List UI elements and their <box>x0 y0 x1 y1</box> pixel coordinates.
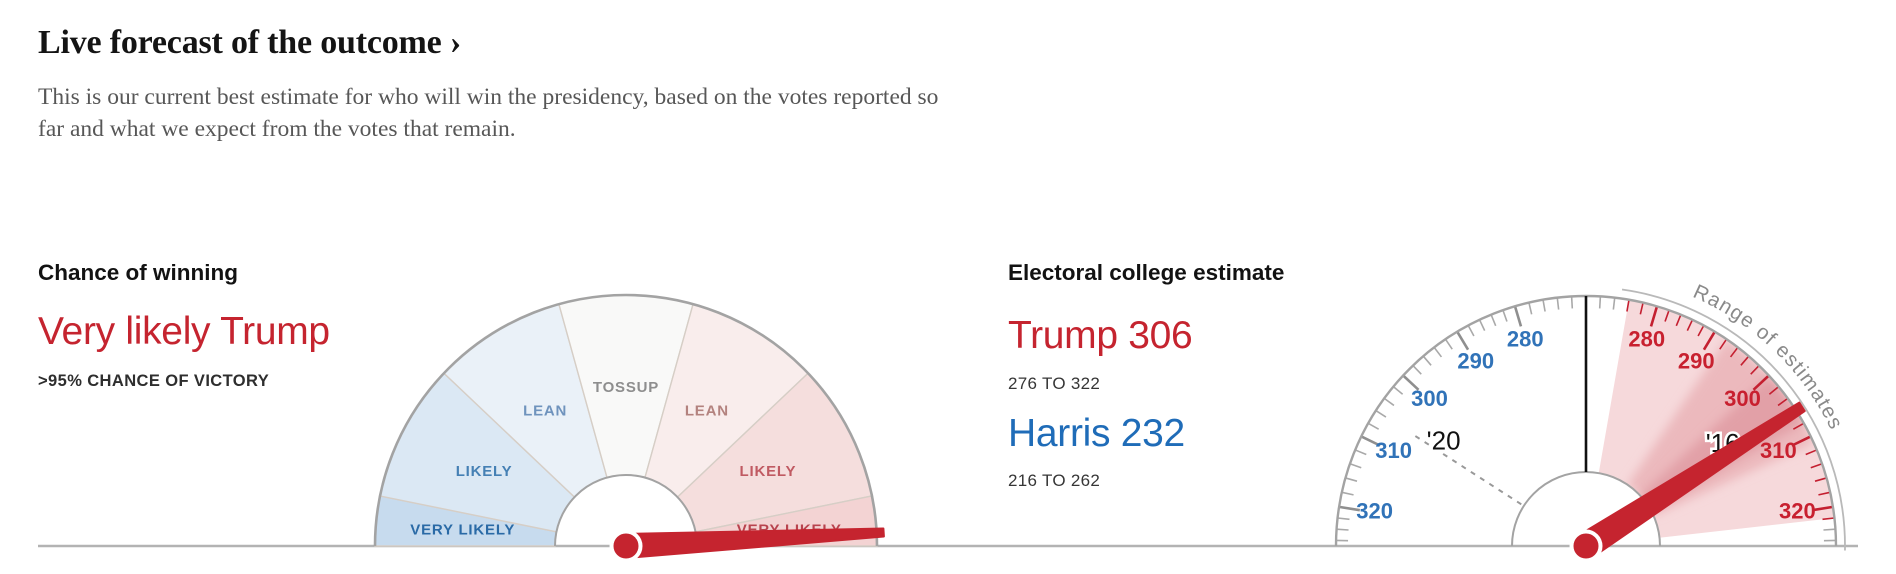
sector-label: TOSSUP <box>593 379 659 396</box>
sector-label: LIKELY <box>456 463 513 480</box>
chance-of-winning-gauge: VERY LIKELYLIKELYLEANTOSSUPLEANLIKELYVER… <box>373 293 885 563</box>
trump-scale-290: 290 <box>1678 348 1715 373</box>
sector-label: LEAN <box>523 402 567 419</box>
chance-of-winning-result: Very likely Trump <box>38 310 330 353</box>
trump-electoral-range: 276 TO 322 <box>1008 374 1101 393</box>
sector-label: LIKELY <box>740 463 797 480</box>
harris-scale-290: 290 <box>1457 348 1494 373</box>
trump-scale-310: 310 <box>1760 438 1797 463</box>
trump-electoral-estimate: Trump 306 <box>1008 314 1193 357</box>
sector-label: VERY LIKELY <box>410 521 515 538</box>
electoral-college-heading: Electoral college estimate <box>1008 260 1285 285</box>
chance-of-victory-detail: >95% CHANCE OF VICTORY <box>38 372 270 390</box>
harris-electoral-range: 216 TO 262 <box>1008 471 1101 490</box>
trump-scale-320: 320 <box>1779 498 1816 523</box>
probability-needle <box>609 527 885 563</box>
harris-scale-300: 300 <box>1411 386 1448 411</box>
sector-label: LEAN <box>685 402 729 419</box>
trump-scale-300: 300 <box>1724 386 1761 411</box>
harris-scale-280: 280 <box>1507 327 1544 352</box>
historical-marker-20: '20 <box>1427 425 1461 455</box>
trump-scale-280: 280 <box>1628 327 1665 352</box>
harris-electoral-estimate: Harris 232 <box>1008 412 1185 455</box>
range-bracket-arc <box>1621 288 1846 551</box>
page-title[interactable]: Live forecast of the outcome › <box>38 24 461 61</box>
description-line-2: far and what we expect from the votes th… <box>38 115 516 142</box>
chance-of-winning-heading: Chance of winning <box>38 260 238 285</box>
harris-scale-320: 320 <box>1356 498 1393 523</box>
forecast-description: This is our current best estimate for wh… <box>38 82 938 145</box>
description-line-1: This is our current best estimate for wh… <box>38 84 939 110</box>
harris-scale-310: 310 <box>1375 438 1412 463</box>
electoral-needle <box>1569 401 1806 563</box>
